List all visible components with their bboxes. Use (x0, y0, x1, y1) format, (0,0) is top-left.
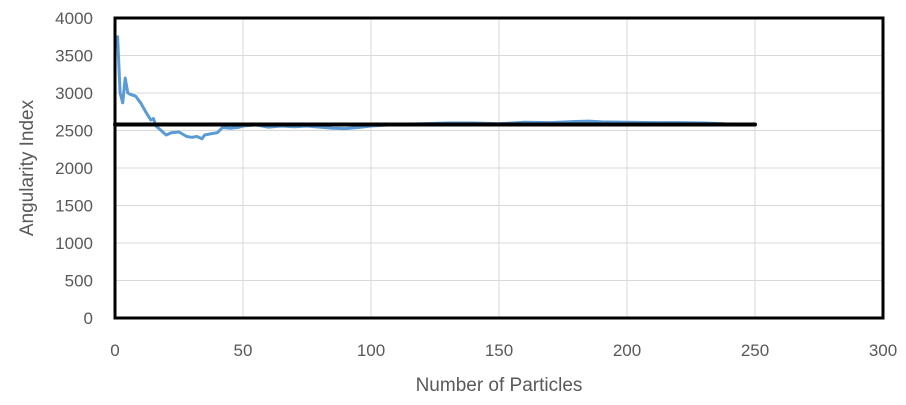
y-tick-labels: 0 500 1000 1500 2000 2500 3000 3500 4000 (55, 9, 93, 328)
y-tick-label: 2000 (55, 159, 93, 178)
x-tick-label: 50 (234, 341, 253, 360)
y-axis-title: Angularity Index (17, 99, 38, 236)
y-tick-label: 0 (84, 309, 93, 328)
y-tick-label: 4000 (55, 9, 93, 28)
y-tick-label: 2500 (55, 122, 93, 141)
y-tick-label: 1000 (55, 234, 93, 253)
x-tick-label: 200 (613, 341, 641, 360)
x-tick-label: 150 (485, 341, 513, 360)
x-tick-label: 100 (357, 341, 385, 360)
y-tick-label: 3500 (55, 47, 93, 66)
series-layer (113, 35, 757, 141)
y-tick-label: 3000 (55, 84, 93, 103)
x-tick-label: 250 (741, 341, 769, 360)
y-tick-label: 500 (65, 272, 93, 291)
x-tick-label: 300 (869, 341, 897, 360)
x-tick-label: 0 (110, 341, 119, 360)
y-tick-label: 1500 (55, 197, 93, 216)
x-axis-title: Number of Particles (416, 375, 583, 396)
plot-frame (113, 16, 885, 320)
series-line (116, 35, 726, 141)
gridlines (114, 17, 884, 319)
x-tick-labels: 0 50 100 150 200 250 300 (110, 341, 897, 360)
